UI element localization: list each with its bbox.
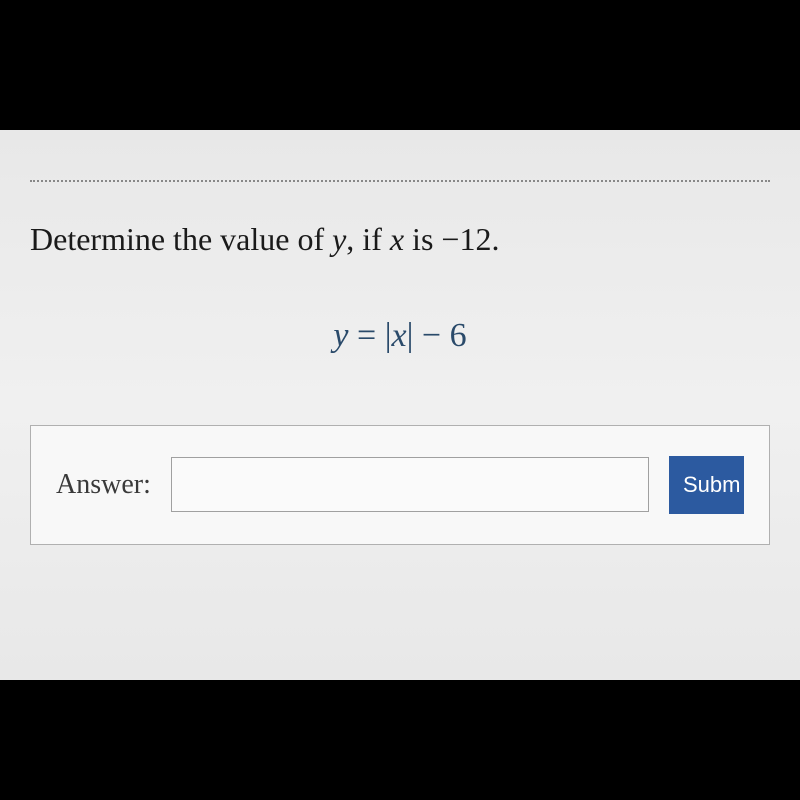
answer-label: Answer: [56,469,151,501]
equation-rhs: |x| − 6 [385,317,467,354]
equation-display: y = |x| − 6 [30,317,770,355]
answer-input[interactable] [171,457,649,512]
prompt-mid: , if [346,221,390,257]
variable-x: x [390,221,404,257]
answer-container: Answer: Subm [30,425,770,545]
bottom-black-border [0,680,800,800]
prompt-suffix: is −12. [404,221,499,257]
equation-equals: = [349,317,385,354]
section-divider [30,180,770,182]
question-panel: Determine the value of y, if x is −12. y… [0,130,800,680]
equation-lhs: y [333,317,348,354]
top-black-border [0,0,800,135]
prompt-prefix: Determine the value of [30,221,332,257]
question-prompt: Determine the value of y, if x is −12. [30,217,770,262]
submit-button[interactable]: Subm [669,456,744,514]
variable-y: y [332,221,346,257]
